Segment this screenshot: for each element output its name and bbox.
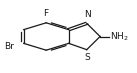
Text: Br: Br: [4, 42, 14, 51]
Text: F: F: [44, 9, 49, 18]
Text: NH$_2$: NH$_2$: [110, 30, 129, 43]
Text: S: S: [85, 53, 90, 62]
Text: N: N: [84, 10, 91, 19]
